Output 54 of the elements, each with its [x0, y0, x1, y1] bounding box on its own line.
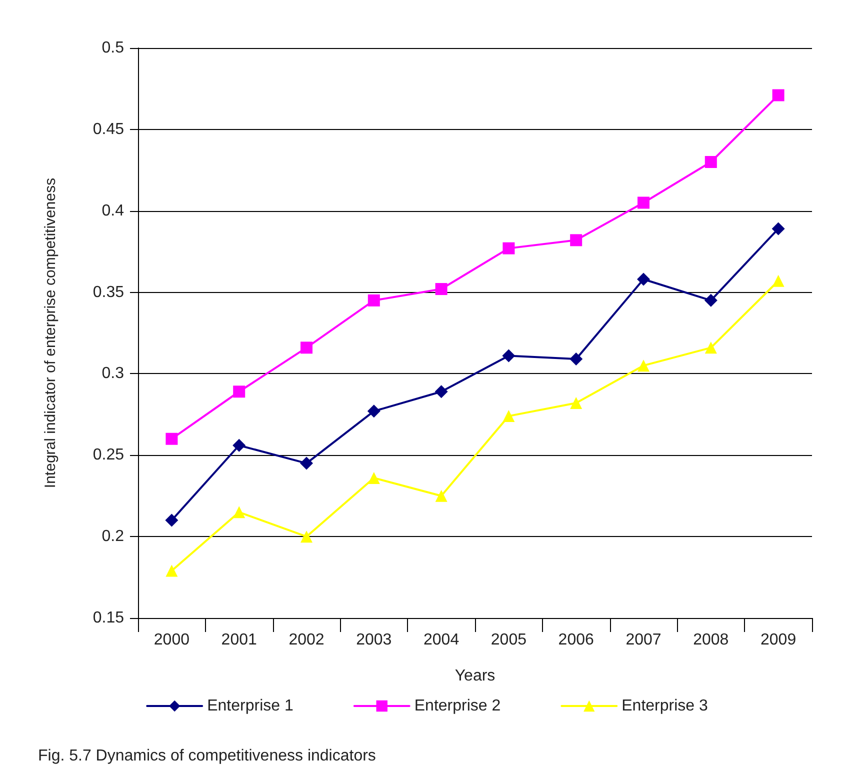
x-tick-label: 2005: [490, 632, 527, 648]
y-tick-label: 0.35: [92, 284, 124, 301]
point: [300, 530, 312, 543]
x-tick-label: 2007: [626, 632, 662, 648]
caption: Fig. 5.7 Dynamics of competitiveness indicators: [38, 748, 376, 764]
point: [435, 490, 448, 502]
point: [166, 564, 178, 577]
point: [704, 342, 717, 354]
y-tick-label: 0.5: [102, 40, 124, 56]
point: [368, 472, 380, 484]
x-tick-label: 2006: [558, 632, 594, 648]
point: [570, 352, 583, 366]
x-tick-label: 2003: [356, 632, 392, 648]
point: [704, 294, 718, 307]
y-tick-label: 0.45: [92, 120, 124, 138]
x-tick-label: 2004: [424, 632, 460, 648]
x-axis-title: Years: [454, 668, 496, 684]
y-tick-label: 0.2: [102, 528, 124, 546]
legend-label: Enterprise 1: [207, 698, 294, 714]
point: [434, 385, 448, 398]
legend-label: Enterprise 3: [622, 698, 708, 714]
point: [637, 272, 650, 286]
point: [368, 294, 380, 306]
point: [772, 89, 784, 102]
point: [772, 274, 784, 287]
y-tick-label: 0.4: [102, 202, 124, 220]
point: [502, 349, 516, 362]
point: [772, 222, 785, 236]
point: [367, 404, 380, 418]
point: [165, 514, 178, 527]
legend-label: Enterprise 2: [414, 698, 501, 714]
y-tick-label: 0.25: [92, 446, 124, 464]
point: [300, 342, 312, 354]
point: [233, 386, 246, 398]
point: [570, 234, 582, 246]
y-tick-label: 0.15: [92, 610, 124, 626]
point: [166, 432, 178, 445]
x-tick-label: 2009: [760, 632, 796, 648]
x-tick-label: 2001: [221, 632, 257, 648]
point: [638, 196, 650, 209]
point: [570, 397, 582, 410]
point: [232, 438, 246, 452]
point: [435, 283, 448, 296]
x-tick-label: 2000: [154, 632, 190, 648]
point: [233, 506, 246, 518]
point: [704, 156, 717, 168]
point: [638, 360, 650, 372]
x-tick-label: 2008: [693, 632, 729, 648]
y-tick-label: 0.3: [102, 365, 124, 382]
y-axis-title: Integral indicator of enterprise competitiveness: [42, 178, 59, 488]
point: [502, 410, 515, 422]
x-tick-label: 2002: [288, 632, 324, 648]
point: [502, 242, 515, 254]
point: [300, 456, 313, 470]
